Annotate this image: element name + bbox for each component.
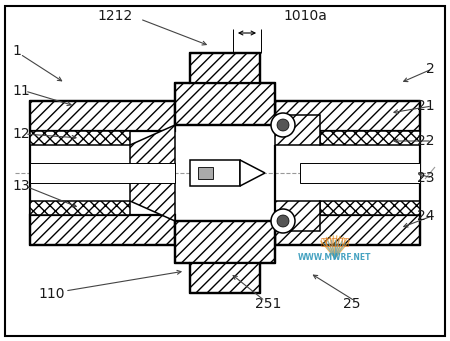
- Bar: [275, 201, 320, 231]
- Circle shape: [277, 215, 289, 227]
- Bar: [198, 167, 213, 179]
- Bar: [175, 83, 275, 125]
- Text: 24: 24: [418, 209, 435, 223]
- Bar: [300, 163, 420, 183]
- Circle shape: [277, 119, 289, 131]
- Bar: [190, 263, 260, 293]
- Text: 2: 2: [426, 62, 435, 76]
- Text: 1010a: 1010a: [283, 9, 327, 23]
- Polygon shape: [240, 160, 265, 186]
- Text: 13: 13: [12, 179, 30, 193]
- Text: 23: 23: [418, 171, 435, 185]
- Bar: [190, 160, 240, 186]
- Bar: [175, 221, 275, 263]
- Bar: [30, 163, 175, 183]
- Bar: [30, 215, 175, 245]
- Text: WWW.MWRF.NET: WWW.MWRF.NET: [298, 252, 372, 262]
- Text: 251: 251: [255, 297, 281, 311]
- Text: 微波射频网: 微波射频网: [320, 236, 350, 246]
- Bar: [30, 101, 175, 131]
- Polygon shape: [130, 125, 175, 221]
- Text: 110: 110: [38, 287, 64, 301]
- Text: 1212: 1212: [97, 9, 133, 23]
- Text: 1: 1: [12, 44, 21, 58]
- Bar: [190, 53, 260, 83]
- Bar: [30, 201, 130, 215]
- Bar: [30, 131, 130, 145]
- Circle shape: [271, 113, 295, 137]
- Text: 11: 11: [12, 84, 30, 98]
- Text: 21: 21: [418, 99, 435, 113]
- Bar: [275, 101, 420, 131]
- Bar: [320, 201, 420, 215]
- Bar: [275, 215, 420, 245]
- Bar: [275, 115, 320, 145]
- Text: 25: 25: [342, 297, 360, 311]
- Text: 12: 12: [12, 127, 30, 141]
- Circle shape: [271, 209, 295, 233]
- Bar: [320, 131, 420, 145]
- Text: 22: 22: [418, 134, 435, 148]
